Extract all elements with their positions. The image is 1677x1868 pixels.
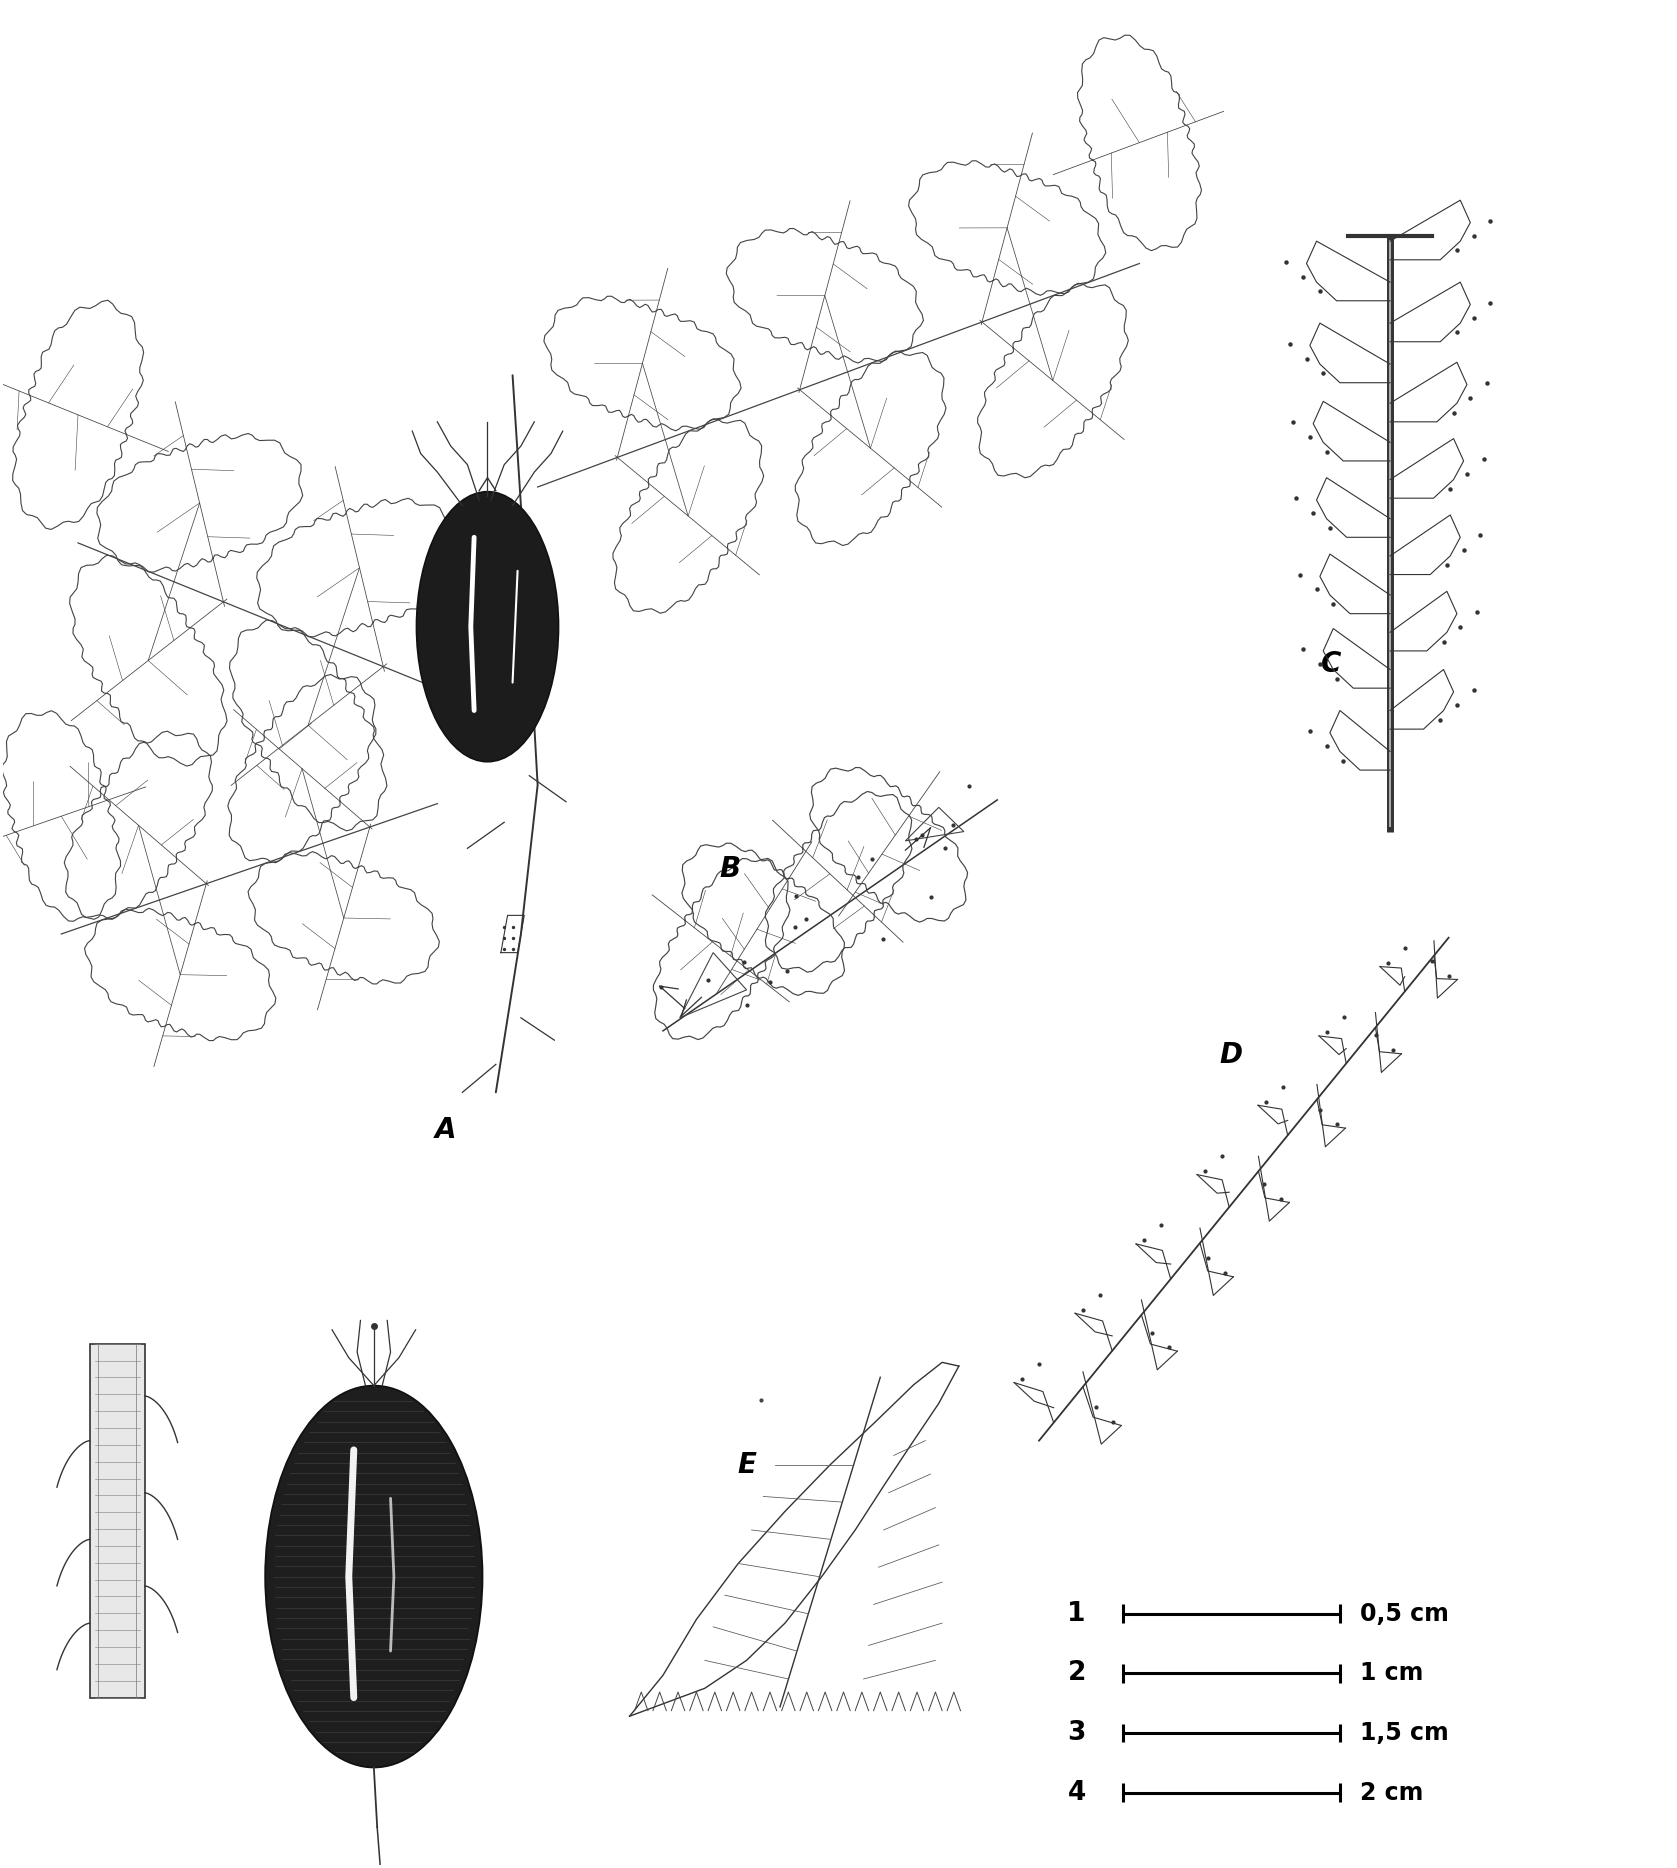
Ellipse shape [265, 1386, 483, 1767]
Text: 1 cm: 1 cm [1360, 1661, 1424, 1685]
Text: G: G [97, 1507, 119, 1535]
Text: 1: 1 [1067, 1601, 1087, 1627]
Ellipse shape [416, 491, 558, 762]
Text: F: F [352, 1687, 372, 1715]
Text: 1,5 cm: 1,5 cm [1360, 1720, 1449, 1745]
Text: 0,5 cm: 0,5 cm [1360, 1601, 1449, 1625]
FancyBboxPatch shape [89, 1343, 144, 1698]
Text: 4: 4 [1068, 1780, 1087, 1806]
Text: 2: 2 [1068, 1661, 1087, 1687]
Text: C: C [1321, 650, 1342, 678]
Text: 2 cm: 2 cm [1360, 1780, 1424, 1804]
Text: B: B [719, 856, 741, 884]
Text: E: E [738, 1451, 756, 1479]
Text: A: A [434, 1115, 456, 1143]
Text: D: D [1219, 1040, 1243, 1068]
Text: 3: 3 [1068, 1720, 1087, 1747]
